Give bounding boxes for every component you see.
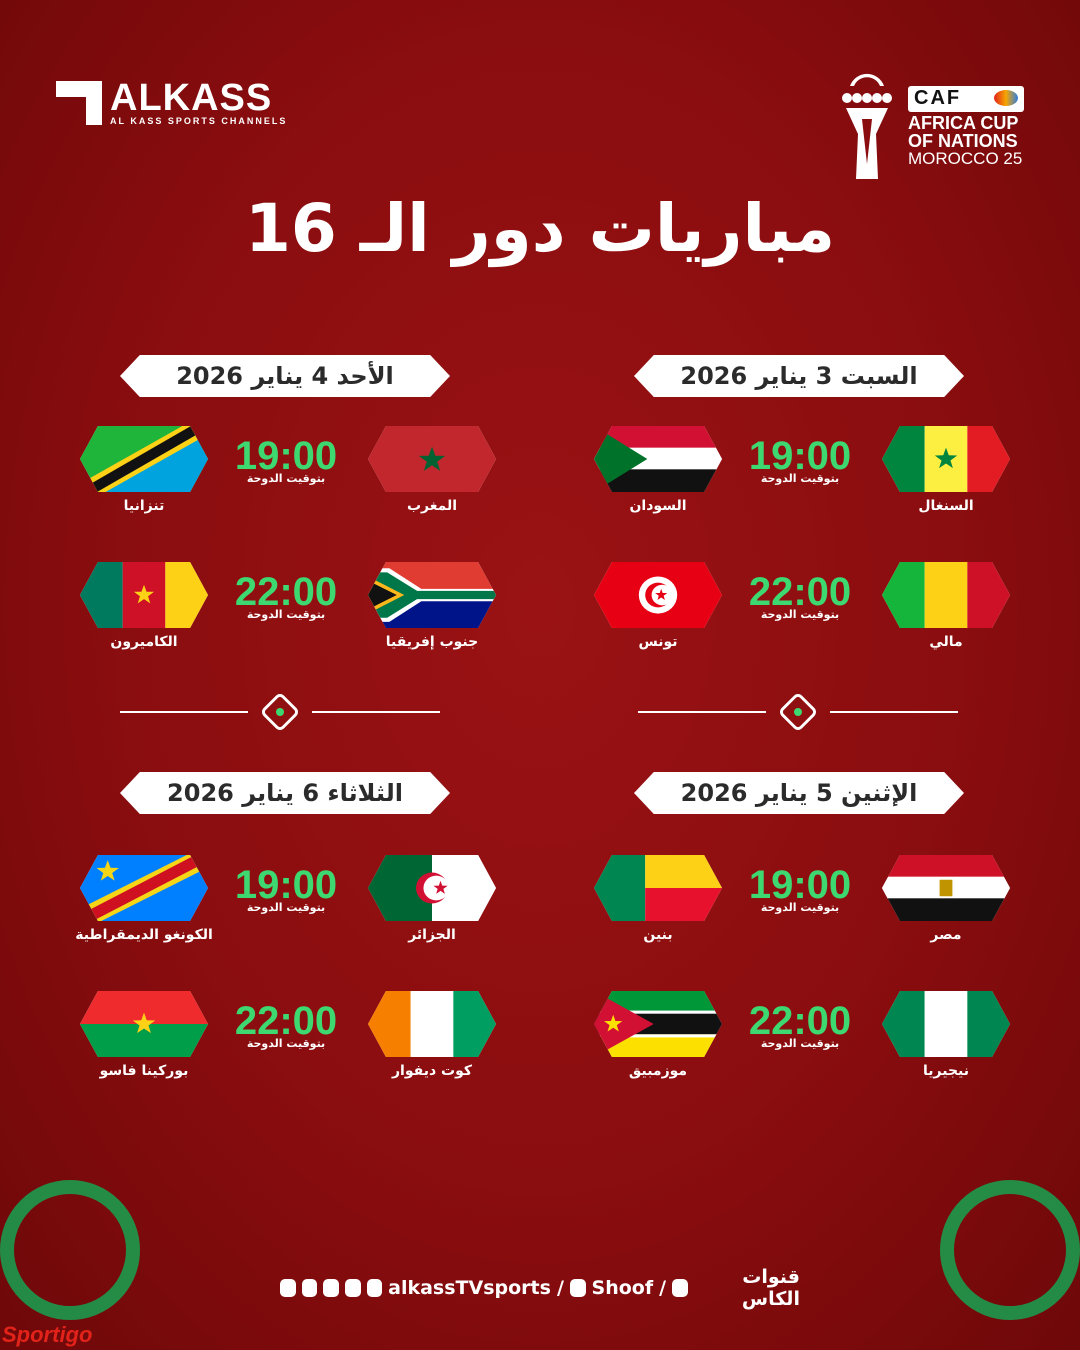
social-handle[interactable]: alkassTVsports (388, 1277, 551, 1299)
match-time: 22:00 (748, 999, 852, 1043)
date-pill: الأحد 4 يناير 2026 (120, 355, 450, 397)
match-time: 19:00 (748, 434, 852, 478)
day-section: السبت 3 يناير 2026 السنغال السودان 19:00 بتو… (566, 355, 1036, 715)
match-time: 19:00 (234, 863, 338, 907)
tournament-line1: AFRICA CUP (908, 113, 1019, 133)
ornament (940, 1180, 1080, 1320)
flag-south-africa-icon (368, 562, 496, 628)
tournament-line3: MOROCCO 25 (908, 149, 1023, 168)
tournament-line2: OF NATIONS (908, 131, 1018, 151)
divider (120, 691, 440, 733)
brand-subtitle: AL KASS SPORTS CHANNELS (110, 116, 288, 126)
page-title: مباريات دور الـ 16 (244, 190, 836, 267)
match-row[interactable]: كوت ديفوار بوركينا فاسو 22:00 بتوقيت الدوحة (52, 991, 522, 1101)
away-team-name: تنزانيا (123, 498, 165, 514)
afcon-logo: CAF AFRICA CUP OF NATIONS MOROCCO 25 (836, 62, 1026, 187)
flag-mozambique-icon (594, 991, 722, 1057)
youtube-icon[interactable] (366, 1279, 383, 1297)
away-team-name: الكاميرون (110, 634, 178, 650)
timezone-label: بتوقيت الدوحة (246, 901, 326, 914)
timezone-label: بتوقيت الدوحة (760, 608, 840, 621)
flag-nigeria-icon (882, 991, 1010, 1057)
shoof-icon (569, 1279, 586, 1297)
away-team-name: بنين (643, 927, 673, 943)
alkass-logo: ALKASS AL KASS SPORTS CHANNELS (56, 77, 288, 126)
flag-egypt-icon (882, 855, 1010, 921)
home-team-name: المغرب (406, 498, 458, 514)
ornament (0, 1180, 140, 1320)
sponsor-icon (994, 90, 1018, 106)
match-row[interactable]: مصر بنين 19:00 بتوقيت الدوحة (566, 855, 1036, 965)
match-row[interactable]: السنغال السودان 19:00 بتوقيت الدوحة (566, 426, 1036, 536)
timezone-label: بتوقيت الدوحة (246, 1037, 326, 1050)
instagram-icon[interactable] (323, 1279, 339, 1297)
match-row[interactable]: مالي تونس 22:00 بتوقيت الدوحة (566, 562, 1036, 672)
flag-benin-icon (594, 855, 722, 921)
home-team-name: كوت ديفوار (391, 1063, 472, 1079)
date-pill: الثلاثاء 6 يناير 2026 (120, 772, 450, 814)
watermark: Sportigo (2, 1322, 93, 1347)
flag-ivory-coast-icon (368, 991, 496, 1057)
flag-burkina-faso-icon (80, 991, 208, 1057)
away-team-name: السودان (629, 498, 687, 514)
timezone-label: بتوقيت الدوحة (246, 608, 326, 621)
flag-senegal-icon (882, 426, 1010, 492)
snapchat-icon (672, 1279, 688, 1297)
day-section: الأحد 4 يناير 2026 المغرب تنزانيا 19:00 بتوق… (52, 355, 522, 715)
timezone-label: بتوقيت الدوحة (246, 472, 326, 485)
match-row[interactable]: نيجيريا موزمبيق 22:00 بتوقيت الدوحة (566, 991, 1036, 1101)
home-team-name: نيجيريا (923, 1063, 969, 1079)
match-time: 22:00 (234, 999, 338, 1043)
brand-name: ALKASS (110, 77, 273, 119)
home-team-name: الجزائر (408, 927, 456, 943)
away-team-name: تونس (638, 634, 678, 650)
flag-dr-congo-icon (80, 855, 208, 921)
x-icon[interactable] (280, 1279, 296, 1297)
match-row[interactable]: جنوب إفريقيا الكاميرون 22:00 بتوقيت الدوحة (52, 562, 522, 672)
home-team-name: جنوب إفريقيا (385, 634, 479, 650)
match-row[interactable]: الجزائر الكونغو الديمقراطية 19:00 بتوقيت ال… (52, 855, 522, 965)
separator: / (556, 1277, 564, 1299)
flag-morocco-icon (368, 426, 496, 492)
match-row[interactable]: المغرب تنزانيا 19:00 بتوقيت الدوحة (52, 426, 522, 536)
app-name[interactable]: Shoof (591, 1277, 654, 1299)
alkass-mark-icon (56, 81, 102, 125)
home-team-name: مصر (930, 927, 962, 943)
separator: / (659, 1277, 667, 1299)
date-pill: السبت 3 يناير 2026 (634, 355, 964, 397)
flag-cameroon-icon (80, 562, 208, 628)
timezone-label: بتوقيت الدوحة (760, 472, 840, 485)
match-time: 22:00 (234, 570, 338, 614)
flag-tunisia-icon (594, 562, 722, 628)
flag-mali-icon (882, 562, 1010, 628)
timezone-label: بتوقيت الدوحة (760, 1037, 840, 1050)
flag-sudan-icon (594, 426, 722, 492)
channel-name: قنوات الكاس (741, 1266, 800, 1310)
away-team-name: الكونغو الديمقراطية (75, 927, 213, 943)
flag-tanzania-icon (80, 426, 208, 492)
timezone-label: بتوقيت الدوحة (760, 901, 840, 914)
facebook-icon[interactable] (301, 1279, 318, 1297)
footer: alkassTVsports / Shoof / قنوات الكاس (280, 1266, 800, 1310)
away-team-name: بوركينا فاسو (99, 1063, 189, 1079)
divider (638, 691, 958, 733)
trophy-icon (842, 73, 892, 179)
match-time: 19:00 (234, 434, 338, 478)
day-section: الثلاثاء 6 يناير 2026 الجزائر الكونغو الدي… (52, 772, 522, 1132)
tiktok-icon[interactable] (344, 1279, 361, 1297)
match-time: 19:00 (748, 863, 852, 907)
home-team-name: السنغال (918, 498, 974, 514)
away-team-name: موزمبيق (628, 1063, 688, 1079)
day-section: الإثنين 5 يناير 2026 مصر بنين 19:00 بتوقيت ا… (566, 772, 1036, 1132)
home-team-name: مالي (929, 634, 963, 650)
date-pill: الإثنين 5 يناير 2026 (634, 772, 964, 814)
flag-algeria-icon (368, 855, 496, 921)
caf-text: CAF (914, 87, 962, 109)
match-time: 22:00 (748, 570, 852, 614)
